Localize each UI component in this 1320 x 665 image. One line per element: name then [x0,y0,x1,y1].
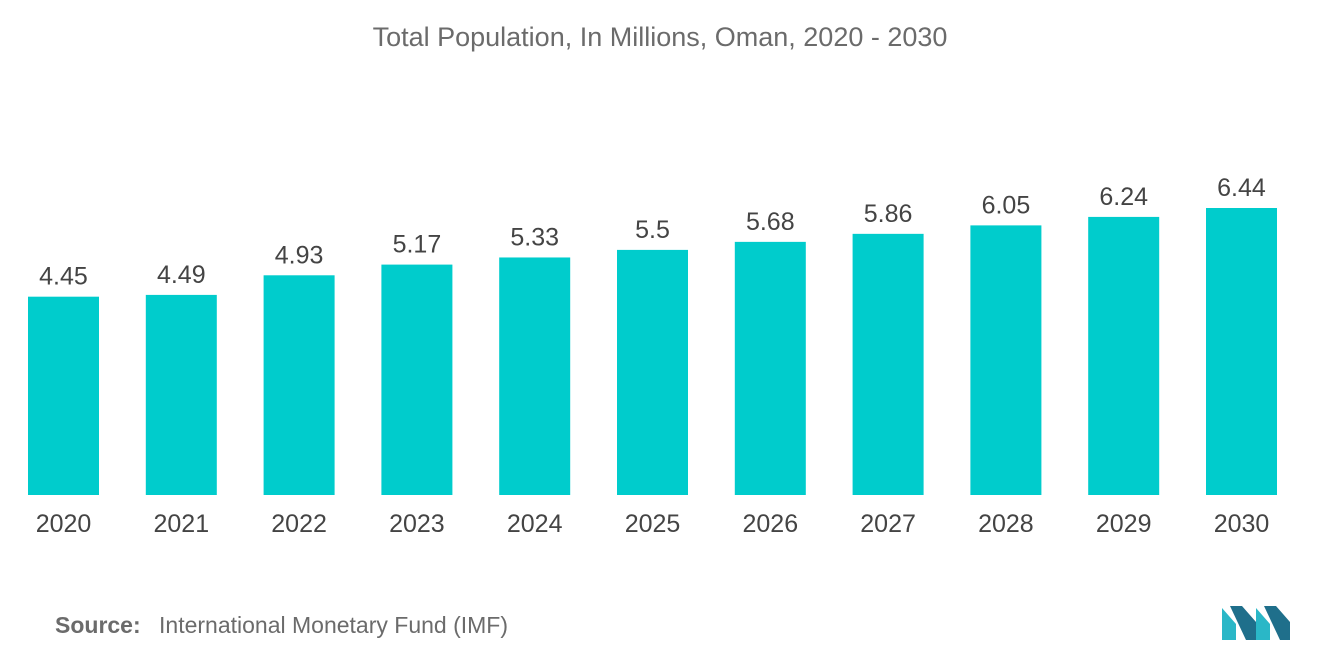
x-tick-label-2024: 2024 [507,510,563,538]
x-tick-label-2023: 2023 [389,510,445,538]
source-note: Source: International Monetary Fund (IMF… [55,612,508,639]
bar-2029 [1088,216,1160,496]
x-tick-label-2028: 2028 [978,510,1034,538]
value-label-2020: 4.45 [39,263,88,291]
mordor-intelligence-logo-icon [1222,606,1290,640]
x-tick-label-2027: 2027 [860,510,916,538]
bar-2027 [852,233,924,495]
bar-chart: 4.45 2020 4.49 2021 4.93 2022 5.17 2023 5.33 2024… [28,174,1277,538]
value-label-2022: 4.93 [275,241,324,269]
x-tick-label-2026: 2026 [742,510,798,538]
value-label-2029: 6.24 [1099,183,1148,211]
source-text: International Monetary Fund (IMF) [159,612,509,638]
bar-2030 [1206,208,1277,495]
x-tick-label-2030: 2030 [1214,510,1270,538]
value-label-2026: 5.68 [746,208,795,236]
x-tick-label-2025: 2025 [625,510,681,538]
value-label-2021: 4.49 [157,261,206,289]
x-tick-label-2021: 2021 [153,510,209,538]
x-tick-label-2020: 2020 [36,510,92,538]
bar-2025 [617,249,688,495]
value-label-2025: 5.5 [635,216,670,244]
source-label: Source: [55,612,141,638]
value-label-2023: 5.17 [393,231,442,259]
x-tick-label-2029: 2029 [1096,510,1152,538]
value-label-2027: 5.86 [864,200,913,228]
bar-2026 [734,241,806,495]
bar-2028 [970,225,1042,495]
value-label-2024: 5.33 [510,223,559,251]
bar-2021 [145,294,217,495]
bar-2022 [263,275,335,495]
x-tick-label-2022: 2022 [271,510,327,538]
bar-2020 [28,296,99,495]
bar-2024 [499,257,571,495]
value-label-2028: 6.05 [982,191,1031,219]
chart-title: Total Population, In Millions, Oman, 202… [372,22,948,52]
bar-2023 [381,264,453,495]
value-label-2030: 6.44 [1217,174,1266,202]
